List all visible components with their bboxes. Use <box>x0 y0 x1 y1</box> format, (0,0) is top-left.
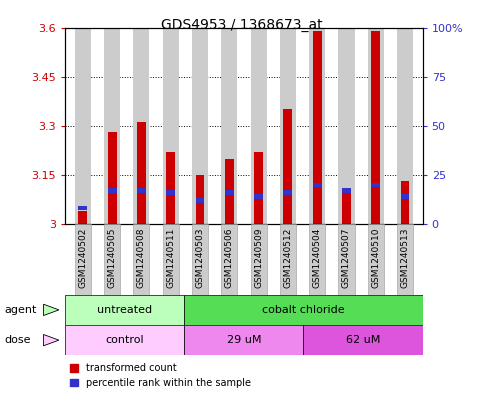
Text: 29 uM: 29 uM <box>227 335 261 345</box>
Bar <box>284 109 292 224</box>
Bar <box>185 325 303 355</box>
Legend: transformed count, percentile rank within the sample: transformed count, percentile rank withi… <box>70 363 251 388</box>
Bar <box>78 206 87 211</box>
Bar <box>313 183 322 187</box>
Bar <box>163 224 179 295</box>
Text: GSM1240508: GSM1240508 <box>137 228 146 288</box>
Text: GSM1240511: GSM1240511 <box>166 228 175 288</box>
Bar <box>166 191 175 195</box>
Bar <box>196 175 204 224</box>
Bar <box>75 224 91 295</box>
Bar <box>225 158 234 224</box>
Bar <box>65 325 185 355</box>
Text: control: control <box>105 335 144 345</box>
Text: 62 uM: 62 uM <box>346 335 380 345</box>
Bar <box>339 224 355 295</box>
Text: GSM1240506: GSM1240506 <box>225 228 234 288</box>
Text: GSM1240512: GSM1240512 <box>284 228 292 288</box>
Text: dose: dose <box>5 335 31 345</box>
Bar <box>313 31 322 224</box>
Bar <box>133 28 149 224</box>
Bar <box>221 28 237 224</box>
Bar <box>371 183 380 187</box>
Bar <box>104 28 120 224</box>
Bar <box>166 152 175 224</box>
Bar <box>137 123 146 224</box>
Bar <box>104 224 120 295</box>
Bar <box>137 189 146 193</box>
Bar <box>133 224 149 295</box>
Bar <box>225 191 234 195</box>
Bar <box>163 28 179 224</box>
Bar <box>397 224 413 295</box>
Bar <box>368 28 384 224</box>
Text: GSM1240509: GSM1240509 <box>254 228 263 288</box>
Text: GSM1240502: GSM1240502 <box>78 228 87 288</box>
Bar <box>284 191 292 195</box>
Text: GSM1240505: GSM1240505 <box>108 228 116 288</box>
Text: agent: agent <box>5 305 37 315</box>
Bar <box>397 28 413 224</box>
Polygon shape <box>43 304 59 316</box>
Bar <box>251 28 267 224</box>
Bar <box>185 295 423 325</box>
Text: GSM1240503: GSM1240503 <box>196 228 204 288</box>
Bar <box>368 224 384 295</box>
Bar <box>196 198 204 203</box>
Bar <box>342 189 351 193</box>
Bar <box>280 28 296 224</box>
Bar <box>303 325 423 355</box>
Bar <box>221 224 237 295</box>
Text: GSM1240513: GSM1240513 <box>400 228 410 288</box>
Polygon shape <box>43 334 59 346</box>
Text: cobalt chloride: cobalt chloride <box>262 305 345 315</box>
Bar <box>280 224 296 295</box>
Bar <box>309 28 325 224</box>
Text: GSM1240504: GSM1240504 <box>313 228 322 288</box>
Bar <box>339 28 355 224</box>
Bar <box>192 224 208 295</box>
Bar <box>254 195 263 199</box>
Bar <box>309 224 325 295</box>
Bar <box>78 211 87 224</box>
Bar <box>400 182 410 224</box>
Bar <box>108 132 116 224</box>
Bar <box>342 188 351 224</box>
Bar <box>65 295 185 325</box>
Text: GSM1240510: GSM1240510 <box>371 228 380 288</box>
Bar <box>371 31 380 224</box>
Bar <box>254 152 263 224</box>
Bar <box>192 28 208 224</box>
Text: GSM1240507: GSM1240507 <box>342 228 351 288</box>
Bar <box>75 28 91 224</box>
Bar <box>400 195 410 199</box>
Bar <box>251 224 267 295</box>
Bar <box>108 189 116 193</box>
Text: untreated: untreated <box>97 305 152 315</box>
Text: GDS4953 / 1368673_at: GDS4953 / 1368673_at <box>161 18 322 32</box>
